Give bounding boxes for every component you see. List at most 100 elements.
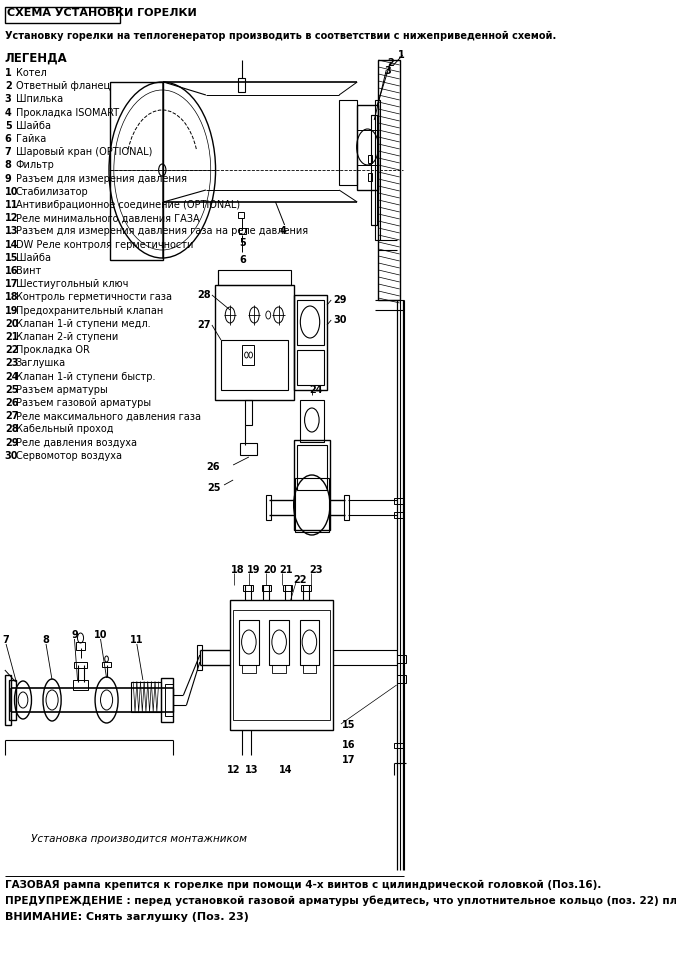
Bar — [299, 400, 324, 442]
Bar — [393, 743, 404, 748]
Bar — [262, 585, 271, 591]
Bar — [397, 675, 406, 683]
Text: 21: 21 — [280, 565, 293, 575]
Text: 11: 11 — [130, 635, 143, 645]
Text: Прокладка ISOMART: Прокладка ISOMART — [16, 108, 119, 117]
Text: Шаровый кран (OPTIONAL): Шаровый кран (OPTIONAL) — [16, 147, 152, 157]
Text: 11: 11 — [5, 200, 18, 210]
Text: 16: 16 — [5, 266, 18, 276]
Text: Разъем арматуры: Разъем арматуры — [16, 385, 107, 394]
Text: 6: 6 — [5, 134, 11, 144]
Text: 27: 27 — [197, 320, 210, 330]
Text: 16: 16 — [342, 740, 356, 750]
Text: Реле давления воздуха: Реле давления воздуха — [16, 438, 137, 448]
Text: 29: 29 — [5, 438, 18, 448]
Text: 5: 5 — [239, 238, 246, 248]
Bar — [375, 100, 381, 240]
Text: 25: 25 — [208, 483, 221, 493]
Text: Контроль герметичности газа: Контроль герметичности газа — [16, 293, 172, 302]
Text: 24: 24 — [309, 385, 322, 395]
Text: 1: 1 — [398, 50, 405, 60]
Bar — [245, 400, 253, 425]
Bar — [110, 82, 164, 260]
Text: Винт: Винт — [16, 266, 41, 276]
Text: Клапан 2-й ступени: Клапан 2-й ступени — [16, 332, 118, 342]
Text: DW Реле контроля герметичности: DW Реле контроля герметичности — [16, 239, 193, 250]
Bar — [161, 678, 173, 722]
Text: 26: 26 — [206, 462, 220, 472]
Bar — [74, 662, 87, 668]
Bar — [243, 585, 253, 591]
Bar — [239, 620, 258, 665]
Text: 15: 15 — [5, 253, 18, 263]
Text: Стабилизатор: Стабилизатор — [16, 187, 89, 197]
Text: 30: 30 — [5, 451, 18, 461]
Text: 4: 4 — [5, 108, 11, 117]
Text: 20: 20 — [5, 319, 18, 328]
Bar — [5, 675, 11, 725]
Text: 21: 21 — [5, 332, 18, 342]
Text: Заглушка: Заглушка — [16, 359, 66, 368]
Text: 3: 3 — [384, 66, 391, 76]
Text: Клапан 1-й ступени медл.: Клапан 1-й ступени медл. — [16, 319, 150, 328]
Bar — [5, 7, 120, 23]
Bar — [293, 440, 330, 530]
Bar — [379, 60, 400, 300]
Bar — [344, 495, 349, 520]
Bar — [73, 680, 88, 690]
Text: Антивибрационное соединение (OPTIONAL): Антивибрационное соединение (OPTIONAL) — [16, 200, 240, 210]
Text: 12: 12 — [227, 765, 241, 775]
Bar — [230, 600, 333, 730]
Text: Прокладка OR: Прокладка OR — [16, 345, 90, 356]
Text: Реле минимального давления ГАЗА: Реле минимального давления ГАЗА — [16, 213, 199, 223]
Text: 19: 19 — [247, 565, 260, 575]
Bar — [272, 665, 286, 673]
Text: ЛЕГЕНДА: ЛЕГЕНДА — [5, 52, 68, 65]
Text: Шпилька: Шпилька — [16, 94, 63, 105]
Text: Разъем для измерения давления газа на реле давления: Разъем для измерения давления газа на ре… — [16, 227, 308, 236]
Bar — [368, 155, 372, 163]
Bar — [218, 270, 291, 285]
Bar — [357, 105, 379, 190]
Text: Котел: Котел — [16, 68, 47, 78]
Bar — [241, 443, 258, 455]
Text: Шайба: Шайба — [16, 121, 51, 131]
Text: 3: 3 — [5, 94, 11, 105]
Text: Разъем газовой арматуры: Разъем газовой арматуры — [16, 398, 151, 408]
Bar — [233, 610, 330, 720]
Text: 7: 7 — [3, 635, 9, 645]
Text: 4: 4 — [280, 226, 287, 236]
Bar — [238, 78, 245, 92]
Bar — [295, 478, 329, 532]
Bar — [368, 173, 372, 181]
Text: 7: 7 — [5, 147, 11, 157]
Text: Шайба: Шайба — [16, 253, 51, 263]
Text: 5: 5 — [5, 121, 11, 131]
Bar — [393, 498, 404, 504]
Text: ПРЕДУПРЕЖДЕНИЕ : перед установкой газовой арматуры убедитесь, что уплотнительное: ПРЕДУПРЕЖДЕНИЕ : перед установкой газово… — [5, 896, 676, 907]
Text: Шестиугольный ключ: Шестиугольный ключ — [16, 279, 128, 289]
Bar — [242, 665, 256, 673]
Text: 14: 14 — [279, 765, 292, 775]
Text: 15: 15 — [342, 720, 356, 730]
Text: 27: 27 — [5, 411, 18, 422]
Text: 10: 10 — [5, 187, 18, 197]
Bar — [297, 300, 324, 345]
Bar — [9, 680, 16, 720]
Text: 17: 17 — [342, 755, 356, 765]
Bar — [242, 345, 254, 365]
Text: 1: 1 — [5, 68, 11, 78]
Text: Фильтр: Фильтр — [16, 161, 55, 171]
Bar — [297, 445, 327, 490]
Text: Гайка: Гайка — [16, 134, 46, 144]
Text: Реле максимального давления газа: Реле максимального давления газа — [16, 411, 201, 422]
Text: ВНИМАНИЕ: Снять заглушку (Поз. 23): ВНИМАНИЕ: Снять заглушку (Поз. 23) — [5, 912, 249, 922]
Text: 18: 18 — [5, 293, 18, 302]
Bar — [293, 295, 327, 390]
Text: Установка производится монтажником: Установка производится монтажником — [32, 834, 247, 844]
Bar — [238, 212, 244, 218]
Bar — [130, 682, 161, 712]
Text: 10: 10 — [94, 630, 107, 640]
Bar — [266, 495, 271, 520]
Text: Ответный фланец: Ответный фланец — [16, 81, 110, 91]
